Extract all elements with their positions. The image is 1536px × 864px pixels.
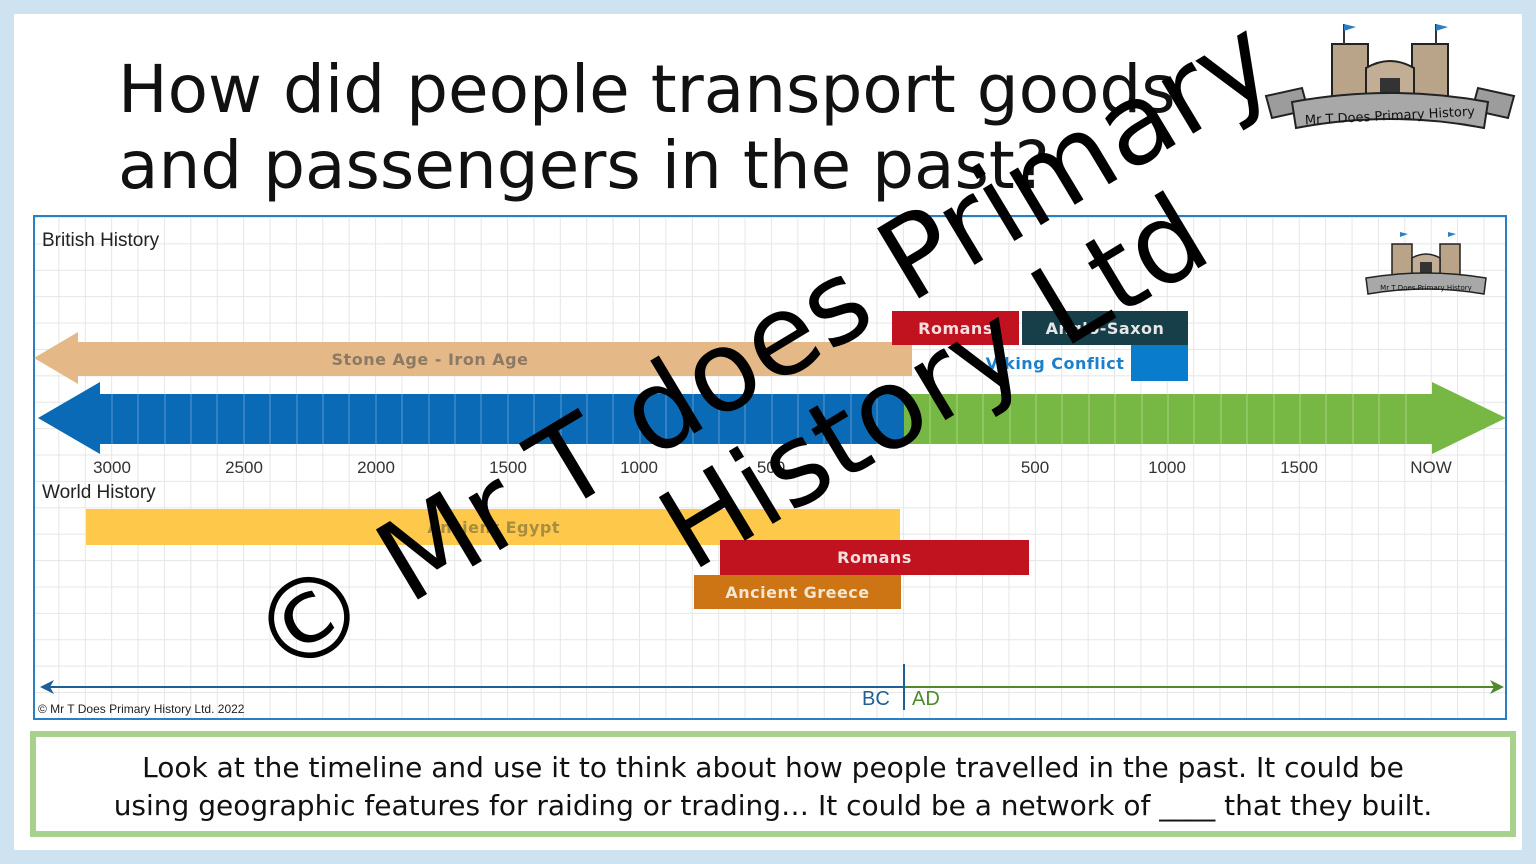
instruction-line-1: Look at the timeline and use it to think… — [142, 751, 1404, 784]
instruction-box: Look at the timeline and use it to think… — [30, 731, 1516, 837]
svg-text:Mr T Does Primary History: Mr T Does Primary History — [1380, 284, 1472, 292]
period-stone-age-iron-age: Stone Age - Iron Age — [331, 349, 529, 369]
timeline-axis — [38, 382, 1506, 454]
tick-500ad: 500 — [1020, 458, 1050, 477]
world-history-label: World History — [42, 482, 156, 503]
stone-age-arrow — [34, 332, 912, 384]
title-line-2: and passengers in the past? — [118, 127, 1050, 204]
british-history-label: British History — [42, 230, 160, 251]
tick-2000bc: 2000 — [357, 458, 395, 477]
period-viking-conflict: Viking Conflict — [985, 353, 1125, 373]
period-ancient-greece: Ancient Greece — [694, 575, 901, 609]
tick-500bc: 500 — [756, 458, 786, 477]
period-anglo-saxon: Anglo-Saxon — [1022, 311, 1188, 345]
ad-label: AD — [912, 688, 940, 710]
castle-logo-small: Mr T Does Primary History — [1365, 232, 1487, 295]
instruction-line-2: using geographic features for raiding or… — [113, 789, 1433, 822]
tick-1000ad: 1000 — [1148, 458, 1186, 477]
period-ancient-egypt: Ancient Egypt — [86, 509, 900, 545]
period-viking-block — [1131, 345, 1188, 381]
period-world-romans: Romans — [720, 540, 1029, 575]
tick-now: NOW — [1410, 458, 1452, 477]
bc-label: BC — [862, 688, 890, 710]
title-line-1: How did people transport goods — [118, 51, 1176, 128]
tick-1000bc: 1000 — [620, 458, 658, 477]
tick-3000bc: 3000 — [93, 458, 131, 477]
bc-ad-axis — [40, 664, 1504, 710]
tick-1500ad: 1500 — [1280, 458, 1318, 477]
castle-logo: Mr T Does Primary History — [1264, 24, 1516, 130]
tick-1500bc: 1500 — [489, 458, 527, 477]
copyright-text: © Mr T Does Primary History Ltd. 2022 — [38, 702, 245, 716]
page-title: How did people transport goods and passe… — [118, 52, 1176, 204]
period-british-romans: Romans — [892, 311, 1019, 345]
timeline-frame — [33, 215, 1507, 720]
tick-2500bc: 2500 — [225, 458, 263, 477]
